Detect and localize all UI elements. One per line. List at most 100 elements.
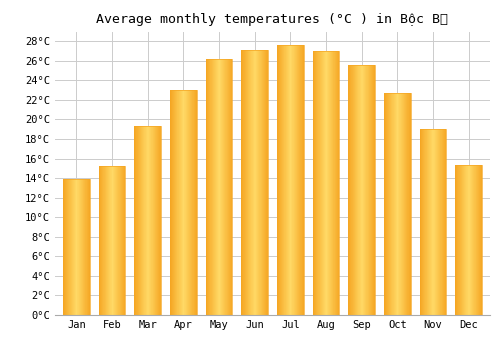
Bar — [354, 65, 355, 315]
Bar — [186, 90, 187, 315]
Bar — [467, 166, 468, 315]
Bar — [351, 65, 352, 315]
Bar — [143, 126, 144, 315]
Bar — [170, 90, 171, 315]
Bar — [280, 45, 281, 315]
Bar — [434, 129, 435, 315]
Bar — [403, 93, 404, 315]
Bar — [292, 45, 293, 315]
Bar — [359, 65, 360, 315]
Bar — [324, 51, 325, 315]
Bar — [195, 90, 196, 315]
Bar — [337, 51, 338, 315]
Bar — [432, 129, 433, 315]
Bar — [283, 45, 284, 315]
Bar — [155, 126, 156, 315]
Bar — [348, 65, 375, 315]
Bar — [455, 166, 456, 315]
Bar — [325, 51, 326, 315]
Bar — [299, 45, 300, 315]
Bar — [263, 50, 264, 315]
Bar — [363, 65, 364, 315]
Bar — [425, 129, 426, 315]
Bar — [426, 129, 427, 315]
Bar — [77, 179, 78, 315]
Bar — [287, 45, 288, 315]
Bar — [217, 59, 218, 315]
Bar — [316, 51, 317, 315]
Bar — [312, 51, 340, 315]
Bar — [436, 129, 437, 315]
Bar — [242, 50, 268, 315]
Bar — [366, 65, 367, 315]
Bar — [114, 166, 116, 315]
Bar — [79, 179, 80, 315]
Bar — [264, 50, 265, 315]
Bar — [457, 166, 458, 315]
Bar — [211, 59, 212, 315]
Bar — [122, 166, 124, 315]
Bar — [175, 90, 176, 315]
Bar — [405, 93, 406, 315]
Bar — [224, 59, 225, 315]
Bar — [466, 166, 467, 315]
Bar — [384, 93, 410, 315]
Bar — [118, 166, 119, 315]
Bar — [138, 126, 139, 315]
Bar — [285, 45, 286, 315]
Bar — [120, 166, 121, 315]
Bar — [368, 65, 369, 315]
Bar — [312, 51, 313, 315]
Bar — [362, 65, 363, 315]
Bar — [319, 51, 320, 315]
Bar — [69, 179, 70, 315]
Bar — [191, 90, 192, 315]
Bar — [189, 90, 190, 315]
Bar — [137, 126, 138, 315]
Bar — [154, 126, 155, 315]
Bar — [125, 166, 126, 315]
Bar — [206, 59, 208, 315]
Bar — [428, 129, 429, 315]
Bar — [135, 126, 136, 315]
Bar — [243, 50, 244, 315]
Bar — [278, 45, 279, 315]
Bar — [221, 59, 222, 315]
Bar — [70, 179, 71, 315]
Bar — [429, 129, 430, 315]
Bar — [108, 166, 109, 315]
Bar — [192, 90, 193, 315]
Bar — [349, 65, 350, 315]
Bar — [281, 45, 282, 315]
Bar — [314, 51, 315, 315]
Bar — [153, 126, 154, 315]
Bar — [209, 59, 210, 315]
Bar — [335, 51, 336, 315]
Bar — [228, 59, 229, 315]
Bar — [193, 90, 194, 315]
Bar — [208, 59, 209, 315]
Bar — [400, 93, 401, 315]
Bar — [73, 179, 74, 315]
Bar — [181, 90, 182, 315]
Bar — [330, 51, 331, 315]
Bar — [171, 90, 172, 315]
Bar — [87, 179, 88, 315]
Bar — [64, 179, 65, 315]
Bar — [173, 90, 174, 315]
Bar — [102, 166, 103, 315]
Bar — [357, 65, 358, 315]
Bar — [456, 166, 457, 315]
Bar — [174, 90, 175, 315]
Bar — [423, 129, 424, 315]
Bar — [373, 65, 374, 315]
Bar — [187, 90, 188, 315]
Bar — [178, 90, 179, 315]
Bar — [291, 45, 292, 315]
Bar — [156, 126, 157, 315]
Bar — [391, 93, 392, 315]
Bar — [315, 51, 316, 315]
Bar — [184, 90, 185, 315]
Bar — [444, 129, 446, 315]
Bar — [435, 129, 436, 315]
